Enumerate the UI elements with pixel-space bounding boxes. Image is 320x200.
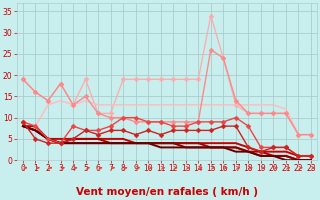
X-axis label: Vent moyen/en rafales ( km/h ): Vent moyen/en rafales ( km/h ): [76, 187, 258, 197]
